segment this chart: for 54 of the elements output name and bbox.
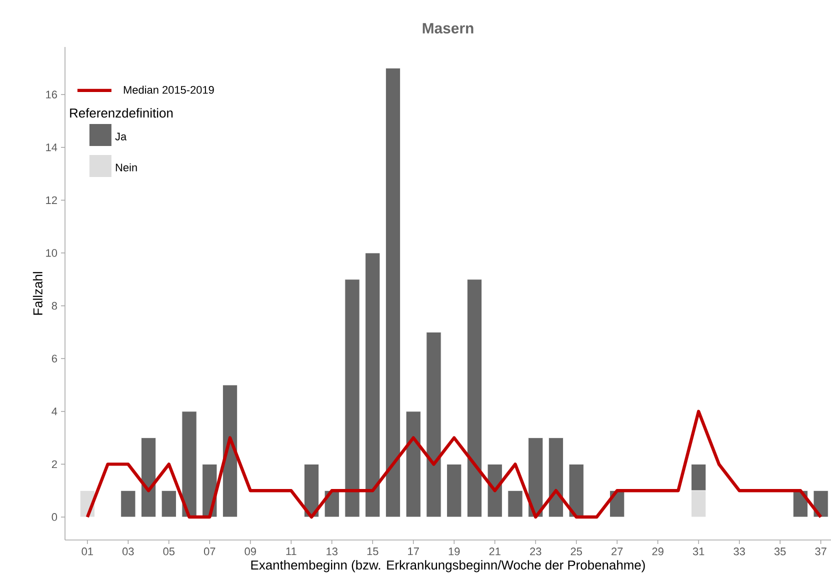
x-tick-label: 35 xyxy=(774,548,786,556)
bar xyxy=(344,279,360,518)
bar xyxy=(304,464,320,518)
x-tick-label: 19 xyxy=(448,548,460,556)
x-tick-label: 33 xyxy=(734,548,745,556)
bar xyxy=(161,490,176,518)
x-tick-label: 07 xyxy=(204,548,216,556)
legend-title: Referenzdefinition xyxy=(70,108,173,118)
bar xyxy=(120,490,136,518)
chart-title: Masern xyxy=(422,23,474,34)
bar xyxy=(446,464,462,518)
y-tick-label: 10 xyxy=(46,249,58,257)
legend-label: Median 2015-2019 xyxy=(124,86,214,94)
x-tick-label: 37 xyxy=(815,548,826,556)
y-tick-label: 0 xyxy=(52,513,58,521)
y-axis-title: Fallzahl xyxy=(32,272,42,315)
bar xyxy=(548,438,564,518)
bar xyxy=(140,438,156,518)
y-tick-label: 14 xyxy=(46,144,58,152)
y-tick-label: 8 xyxy=(52,302,57,310)
bar xyxy=(406,411,421,518)
x-axis-title: Exanthembeginn (bzw. Erkrankungsbeginn/Woche der Probenahme) xyxy=(251,560,645,572)
y-tick-label: 4 xyxy=(52,408,58,416)
legend-label: Ja xyxy=(115,132,127,140)
y-tick-label: 16 xyxy=(46,90,57,98)
x-tick-label: 13 xyxy=(326,548,338,556)
bar xyxy=(385,68,401,518)
x-tick-label: 03 xyxy=(122,548,134,556)
x-tick-label: 01 xyxy=(82,548,93,556)
x-tick-label: 05 xyxy=(163,548,175,556)
x-tick-label: 29 xyxy=(652,548,664,556)
y-tick-label: 2 xyxy=(52,460,57,468)
x-tick-label: 15 xyxy=(367,548,378,556)
bar xyxy=(365,252,380,518)
bar xyxy=(508,490,523,518)
bar xyxy=(528,438,544,518)
legend-label: Nein xyxy=(116,163,137,172)
y-tick-label: 6 xyxy=(52,354,57,362)
x-tick-label: 21 xyxy=(489,548,500,556)
bar xyxy=(466,279,482,518)
x-tick-label: 11 xyxy=(286,548,296,556)
y-tick-label: 12 xyxy=(46,196,57,204)
bar xyxy=(182,411,197,518)
x-tick-label: 23 xyxy=(530,548,542,556)
x-tick-label: 09 xyxy=(244,548,256,556)
x-tick-label: 25 xyxy=(570,548,582,556)
x-tick-label: 27 xyxy=(612,548,623,556)
bar xyxy=(426,332,442,518)
bar xyxy=(487,464,502,518)
bar xyxy=(222,384,238,518)
bar xyxy=(813,490,828,518)
x-tick-label: 31 xyxy=(692,548,704,556)
x-tick-label: 17 xyxy=(408,548,419,556)
bar xyxy=(568,464,584,518)
